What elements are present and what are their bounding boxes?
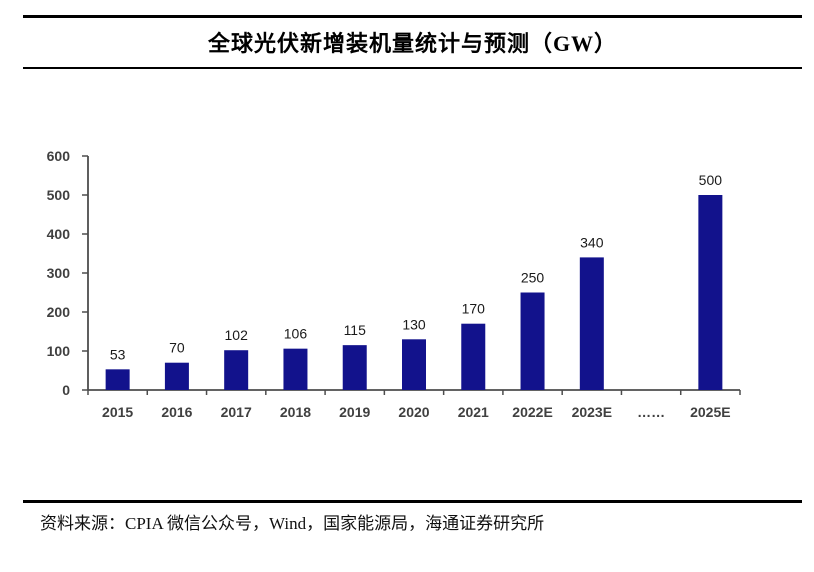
bar-2018 — [283, 348, 308, 390]
bar-2019 — [342, 345, 367, 390]
bar-2020 — [402, 339, 426, 390]
bar-2016 — [164, 362, 189, 390]
y-tick-label: 300 — [47, 265, 71, 281]
bar-value-label: 53 — [110, 346, 126, 362]
y-tick-label: 600 — [47, 148, 71, 164]
bar-2015 — [105, 369, 130, 390]
bar-value-label: 340 — [580, 234, 604, 250]
x-tick-label: 2015 — [102, 404, 133, 420]
x-tick-label: 2021 — [458, 404, 489, 420]
bar-chart: 0 100 200 300 400 500 600 53 2015 70 2016 102 2017 10… — [47, 148, 741, 420]
bar-value-label: 70 — [169, 340, 185, 356]
x-tick-label: 2023E — [572, 404, 612, 420]
y-tick-label: 400 — [47, 226, 71, 242]
y-tick-label: 100 — [47, 343, 71, 359]
x-tick-label: 2017 — [221, 404, 252, 420]
figure-title: 全球光伏新增装机量统计与预测（GW） — [207, 31, 618, 56]
y-tick-label: 500 — [47, 187, 71, 203]
bar-2023E — [579, 257, 604, 390]
bar-2017 — [224, 350, 249, 390]
title-bottom-divider — [23, 67, 802, 69]
x-tick-label: 2019 — [339, 404, 370, 420]
bar-2021 — [461, 323, 486, 390]
x-tick-label: 2020 — [398, 404, 429, 420]
x-tick-label: …… — [637, 404, 665, 420]
top-rule-divider — [23, 15, 802, 18]
bar-value-label: 102 — [225, 327, 249, 343]
x-tick-label: 2018 — [280, 404, 311, 420]
bar-value-label: 170 — [462, 301, 486, 317]
source-note: 资料来源：CPIA 微信公众号，Wind，国家能源局，海通证券研究所 — [40, 514, 545, 533]
bar-value-label: 130 — [402, 316, 426, 332]
y-tick-label: 200 — [47, 304, 71, 320]
bar-value-label: 500 — [699, 172, 723, 188]
y-tick-label: 0 — [62, 382, 70, 398]
x-tick-label: 2016 — [161, 404, 192, 420]
bar-2022E — [520, 292, 545, 390]
bar-value-label: 250 — [521, 270, 545, 286]
bar-2025E — [698, 195, 723, 390]
bar-value-label: 115 — [344, 322, 367, 338]
bar-value-label: 106 — [284, 326, 308, 342]
footer-top-divider — [23, 500, 802, 503]
x-tick-label: 2022E — [512, 404, 552, 420]
x-tick-label: 2025E — [690, 404, 730, 420]
